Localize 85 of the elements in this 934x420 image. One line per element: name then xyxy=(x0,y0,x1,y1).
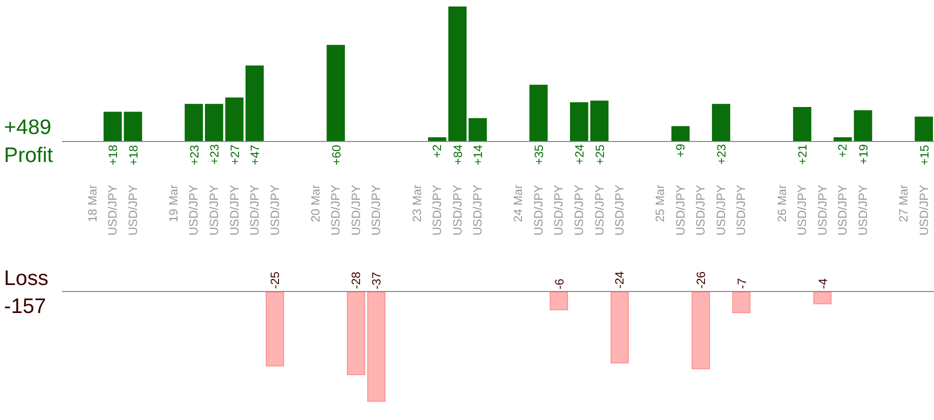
data-label: +2 xyxy=(836,144,850,158)
data-label: +27 xyxy=(228,144,242,165)
x-tick-label: 23 Mar xyxy=(410,184,424,222)
x-tick-label: USD/JPY xyxy=(612,184,627,236)
bar xyxy=(184,104,203,141)
bar xyxy=(104,112,122,141)
data-label: -37 xyxy=(369,272,384,290)
x-tick-label: USD/JPY xyxy=(836,184,850,236)
bar xyxy=(529,84,548,141)
x-tick-label: 25 Mar xyxy=(653,184,668,222)
x-tick-label: USD/JPY xyxy=(186,184,201,236)
data-label: +47 xyxy=(248,144,262,166)
x-tick-label: USD/JPY xyxy=(348,184,363,236)
x-tick-label: USD/JPY xyxy=(531,184,546,236)
data-label: +14 xyxy=(471,144,486,166)
x-tick-label: USD/JPY xyxy=(714,184,728,236)
text: -157 xyxy=(4,295,46,318)
x-tick-label: USD/JPY xyxy=(268,184,282,236)
data-label: -7 xyxy=(734,278,749,289)
bar xyxy=(428,137,446,141)
data-label: +24 xyxy=(572,144,587,165)
x-tick-label: USD/JPY xyxy=(673,184,688,236)
bar xyxy=(225,97,244,141)
data-label: +21 xyxy=(796,144,810,165)
bar xyxy=(326,44,345,141)
data-label: -28 xyxy=(349,271,364,290)
data-label: -25 xyxy=(268,271,282,289)
x-tick-label: USD/JPY xyxy=(450,184,464,236)
bar xyxy=(671,126,690,141)
bar xyxy=(570,102,588,141)
x-tick-label: 24 Mar xyxy=(511,184,526,222)
bar xyxy=(793,107,812,141)
x-tick-label: USD/JPY xyxy=(227,184,242,236)
x-tick-label: 19 Mar xyxy=(166,184,180,222)
data-label: +23 xyxy=(714,144,729,165)
data-label: -24 xyxy=(612,271,627,289)
bar xyxy=(246,66,264,141)
data-label: +25 xyxy=(592,144,607,165)
bar xyxy=(204,104,224,141)
bar xyxy=(914,116,933,141)
x-tick-label: USD/JPY xyxy=(592,184,606,236)
x-tick-label: USD/JPY xyxy=(126,184,140,236)
x-tick-label: USD/JPY xyxy=(106,184,120,236)
x-tick-label: 20 Mar xyxy=(308,184,322,222)
data-label: +23 xyxy=(208,144,222,165)
bar xyxy=(712,104,730,141)
data-label: +60 xyxy=(329,144,344,166)
data-label: +9 xyxy=(674,144,688,158)
bar xyxy=(834,137,852,141)
data-label: -6 xyxy=(552,278,566,290)
data-label: +18 xyxy=(106,144,120,166)
x-tick-label: USD/JPY xyxy=(206,184,221,236)
bar xyxy=(854,110,872,141)
x-tick-label: 27 Mar xyxy=(896,184,910,222)
x-tick-label: USD/JPY xyxy=(795,184,810,236)
x-tick-label: USD/JPY xyxy=(856,184,870,236)
x-tick-label: USD/JPY xyxy=(552,184,566,236)
data-label: +15 xyxy=(917,144,932,166)
x-tick-label: USD/JPY xyxy=(328,184,343,236)
text: Loss xyxy=(4,267,48,290)
data-label: +2 xyxy=(430,144,444,158)
data-label: +18 xyxy=(126,144,140,166)
data-label: -26 xyxy=(694,271,708,289)
data-label: +23 xyxy=(187,144,202,166)
bar xyxy=(448,6,467,141)
x-tick-label: 26 Mar xyxy=(774,184,789,222)
x-tick-label: USD/JPY xyxy=(470,184,485,236)
x-tick-label: USD/JPY xyxy=(694,184,708,236)
bar xyxy=(124,112,142,141)
x-tick-label: USD/JPY xyxy=(572,184,586,236)
x-tick-label: USD/JPY xyxy=(430,184,444,236)
bar xyxy=(590,100,609,141)
data-label: +19 xyxy=(856,144,871,165)
data-label: +35 xyxy=(532,144,546,166)
x-tick-label: USD/JPY xyxy=(734,184,748,236)
bar xyxy=(468,118,487,141)
data-label: -4 xyxy=(816,278,830,289)
text: +489 xyxy=(4,116,52,139)
x-tick-label: USD/JPY xyxy=(248,184,262,236)
data-label: +84 xyxy=(450,144,465,165)
x-tick-label: USD/JPY xyxy=(916,184,931,236)
text: Profit xyxy=(4,144,54,167)
x-tick-label: USD/JPY xyxy=(815,184,830,236)
x-tick-label: USD/JPY xyxy=(369,184,384,236)
x-tick-label: 18 Mar xyxy=(85,184,100,222)
